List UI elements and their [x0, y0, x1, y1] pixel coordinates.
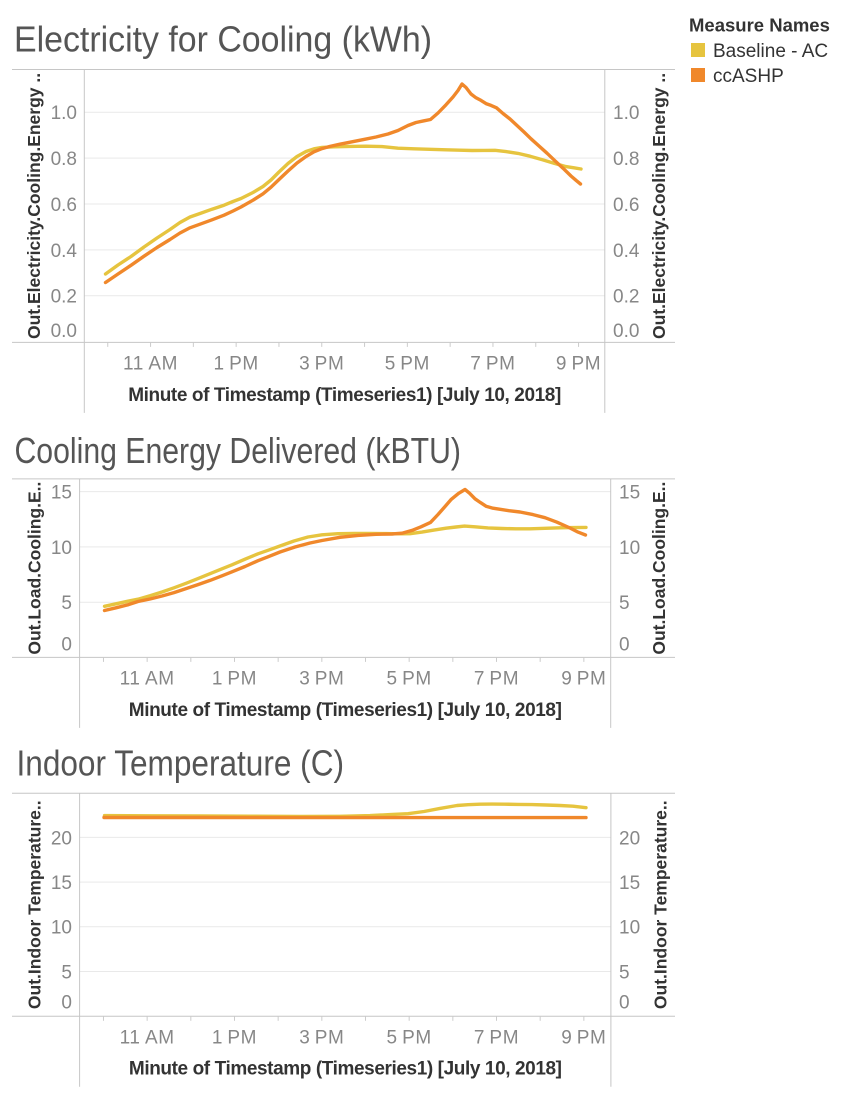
- svg-text:20: 20: [51, 828, 72, 849]
- svg-text:Out.Load.Cooling.E..: Out.Load.Cooling.E..: [649, 482, 669, 655]
- svg-text:15: 15: [619, 873, 640, 894]
- svg-text:Baseline - AC: Baseline - AC: [713, 41, 828, 62]
- svg-text:ccASHP: ccASHP: [713, 66, 784, 87]
- svg-text:9 PM: 9 PM: [556, 354, 601, 375]
- svg-text:5: 5: [61, 593, 72, 614]
- svg-text:5: 5: [61, 962, 72, 983]
- svg-text:1 PM: 1 PM: [212, 669, 257, 690]
- svg-text:9 PM: 9 PM: [561, 669, 606, 690]
- svg-text:0.2: 0.2: [613, 287, 639, 308]
- svg-text:Out.Electricity.Cooling.Energy: Out.Electricity.Cooling.Energy ..: [649, 73, 669, 339]
- svg-text:15: 15: [619, 483, 640, 504]
- svg-text:Minute of Timestamp (Timeserie: Minute of Timestamp (Timeseries1) [July …: [129, 700, 562, 721]
- svg-text:0.8: 0.8: [51, 149, 77, 170]
- svg-text:0: 0: [619, 635, 630, 656]
- svg-text:0.6: 0.6: [51, 195, 77, 216]
- svg-text:10: 10: [619, 918, 640, 939]
- svg-text:0: 0: [619, 992, 630, 1013]
- svg-text:5 PM: 5 PM: [387, 669, 432, 690]
- svg-text:0.4: 0.4: [51, 241, 78, 262]
- svg-text:7 PM: 7 PM: [470, 354, 515, 375]
- svg-text:11 AM: 11 AM: [123, 354, 178, 375]
- svg-text:7 PM: 7 PM: [474, 669, 519, 690]
- svg-text:Indoor Temperature (C): Indoor Temperature (C): [17, 742, 345, 783]
- svg-text:0.2: 0.2: [51, 287, 77, 308]
- svg-text:0.4: 0.4: [613, 241, 640, 262]
- svg-text:20: 20: [619, 828, 640, 849]
- svg-text:3 PM: 3 PM: [299, 1027, 344, 1048]
- svg-text:Out.Indoor Temperature..: Out.Indoor Temperature..: [25, 800, 45, 1009]
- svg-text:0.0: 0.0: [51, 321, 77, 342]
- svg-text:Measure Names: Measure Names: [689, 15, 830, 36]
- svg-text:1.0: 1.0: [51, 103, 77, 124]
- svg-text:1.0: 1.0: [613, 103, 639, 124]
- svg-text:Cooling Energy Delivered (kBTU: Cooling Energy Delivered (kBTU): [15, 430, 461, 471]
- svg-text:5: 5: [619, 593, 630, 614]
- svg-text:7 PM: 7 PM: [474, 1027, 519, 1048]
- svg-text:11 AM: 11 AM: [120, 669, 175, 690]
- svg-text:Out.Indoor Temperature..: Out.Indoor Temperature..: [650, 800, 670, 1009]
- svg-text:Out.Load.Cooling.E..: Out.Load.Cooling.E..: [25, 482, 45, 655]
- svg-text:Out.Electricity.Cooling.Energy: Out.Electricity.Cooling.Energy ..: [24, 73, 44, 339]
- svg-text:9 PM: 9 PM: [561, 1027, 606, 1048]
- svg-text:Minute of Timestamp (Timeserie: Minute of Timestamp (Timeseries1) [July …: [128, 385, 561, 406]
- svg-text:5: 5: [619, 962, 630, 983]
- svg-text:0.0: 0.0: [613, 321, 639, 342]
- svg-text:0.6: 0.6: [613, 195, 639, 216]
- svg-text:0: 0: [61, 992, 72, 1013]
- svg-text:15: 15: [51, 483, 72, 504]
- svg-text:Electricity for Cooling (kWh): Electricity for Cooling (kWh): [14, 19, 432, 60]
- svg-text:Minute of Timestamp (Timeserie: Minute of Timestamp (Timeseries1) [July …: [129, 1059, 562, 1080]
- svg-text:3 PM: 3 PM: [299, 354, 344, 375]
- svg-text:1 PM: 1 PM: [214, 354, 259, 375]
- svg-text:10: 10: [619, 538, 640, 559]
- svg-text:5 PM: 5 PM: [387, 1027, 432, 1048]
- svg-text:5 PM: 5 PM: [385, 354, 430, 375]
- svg-text:0.8: 0.8: [613, 149, 639, 170]
- svg-text:15: 15: [51, 873, 72, 894]
- svg-text:11 AM: 11 AM: [120, 1027, 175, 1048]
- svg-text:3 PM: 3 PM: [299, 669, 344, 690]
- svg-text:10: 10: [51, 538, 72, 559]
- svg-text:10: 10: [51, 918, 72, 939]
- svg-text:0: 0: [61, 635, 72, 656]
- svg-text:1 PM: 1 PM: [212, 1027, 257, 1048]
